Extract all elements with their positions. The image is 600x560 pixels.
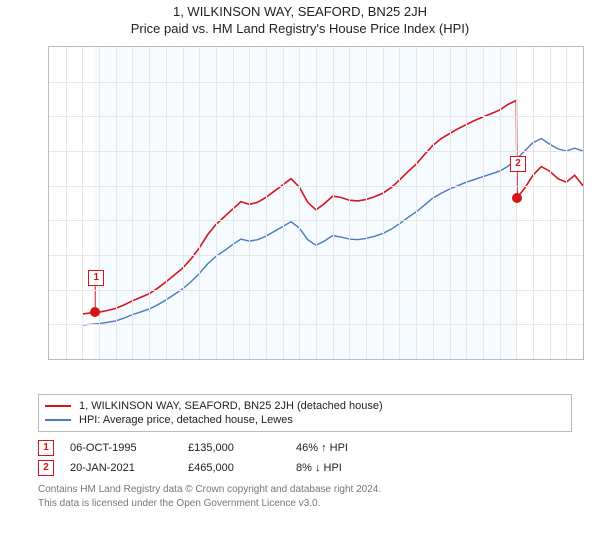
x-tick: 2024 bbox=[562, 359, 574, 360]
sale-dot bbox=[512, 193, 522, 203]
x-tick: 1999 bbox=[145, 359, 157, 360]
legend-item: HPI: Average price, detached house, Lewe… bbox=[45, 413, 565, 427]
x-tick: 2005 bbox=[245, 359, 257, 360]
x-tick: 2021 bbox=[512, 359, 524, 360]
x-tick: 2004 bbox=[229, 359, 241, 360]
x-tick: 1995 bbox=[78, 359, 90, 360]
chart-container: 1, WILKINSON WAY, SEAFORD, BN25 2JH Pric… bbox=[0, 0, 600, 560]
x-tick: 2016 bbox=[429, 359, 441, 360]
x-tick: 1996 bbox=[95, 359, 107, 360]
x-tick: 2002 bbox=[195, 359, 207, 360]
legend-item: 1, WILKINSON WAY, SEAFORD, BN25 2JH (det… bbox=[45, 399, 565, 413]
sale-price: £135,000 bbox=[188, 442, 288, 454]
x-tick: 2015 bbox=[412, 359, 424, 360]
x-tick: 2012 bbox=[362, 359, 374, 360]
x-tick: 2018 bbox=[462, 359, 474, 360]
x-tick: 1993 bbox=[48, 359, 57, 360]
x-tick: 2022 bbox=[529, 359, 541, 360]
x-tick: 2019 bbox=[479, 359, 491, 360]
sale-hpi: 8% ↓ HPI bbox=[296, 462, 446, 474]
legend-swatch bbox=[45, 405, 71, 407]
x-tick: 2014 bbox=[395, 359, 407, 360]
x-tick: 2009 bbox=[312, 359, 324, 360]
x-tick: 2025 bbox=[579, 359, 584, 360]
x-tick: 1997 bbox=[112, 359, 124, 360]
x-tick: 2008 bbox=[295, 359, 307, 360]
x-tick: 2010 bbox=[329, 359, 341, 360]
sale-marker: 2 bbox=[510, 156, 526, 172]
row-marker: 2 bbox=[38, 460, 54, 476]
sales-table: 1 06-OCT-1995 £135,000 46% ↑ HPI 2 20-JAN-202… bbox=[38, 438, 572, 478]
table-row: 1 06-OCT-1995 £135,000 46% ↑ HPI bbox=[38, 438, 572, 458]
x-tick: 2020 bbox=[496, 359, 508, 360]
x-tick: 2000 bbox=[162, 359, 174, 360]
sale-dot bbox=[90, 307, 100, 317]
row-marker: 1 bbox=[38, 440, 54, 456]
plot-area: £0£100K£200K£300K£400K£500K£600K£700K£80… bbox=[48, 46, 584, 360]
table-row: 2 20-JAN-2021 £465,000 8% ↓ HPI bbox=[38, 458, 572, 478]
x-tick: 2013 bbox=[379, 359, 391, 360]
x-tick: 2011 bbox=[345, 359, 357, 360]
footer-line-1: Contains HM Land Registry data © Crown c… bbox=[38, 484, 572, 495]
x-tick: 2017 bbox=[446, 359, 458, 360]
x-tick: 2003 bbox=[212, 359, 224, 360]
sale-marker: 1 bbox=[88, 270, 104, 286]
x-tick: 2006 bbox=[262, 359, 274, 360]
x-tick: 2001 bbox=[179, 359, 191, 360]
chart-title: 1, WILKINSON WAY, SEAFORD, BN25 2JH bbox=[0, 0, 600, 19]
sale-date: 06-OCT-1995 bbox=[70, 442, 180, 454]
legend-label: HPI: Average price, detached house, Lewe… bbox=[79, 414, 293, 426]
x-tick: 1998 bbox=[128, 359, 140, 360]
x-tick: 1994 bbox=[62, 359, 74, 360]
x-tick: 2023 bbox=[546, 359, 558, 360]
legend-label: 1, WILKINSON WAY, SEAFORD, BN25 2JH (det… bbox=[79, 400, 383, 412]
sale-date: 20-JAN-2021 bbox=[70, 462, 180, 474]
footer-line-2: This data is licensed under the Open Gov… bbox=[38, 498, 572, 509]
x-tick: 2007 bbox=[279, 359, 291, 360]
chart-subtitle: Price paid vs. HM Land Registry's House … bbox=[0, 19, 600, 36]
legend: 1, WILKINSON WAY, SEAFORD, BN25 2JH (det… bbox=[38, 394, 572, 432]
sale-price: £465,000 bbox=[188, 462, 288, 474]
sale-hpi: 46% ↑ HPI bbox=[296, 442, 446, 454]
legend-swatch bbox=[45, 419, 71, 421]
